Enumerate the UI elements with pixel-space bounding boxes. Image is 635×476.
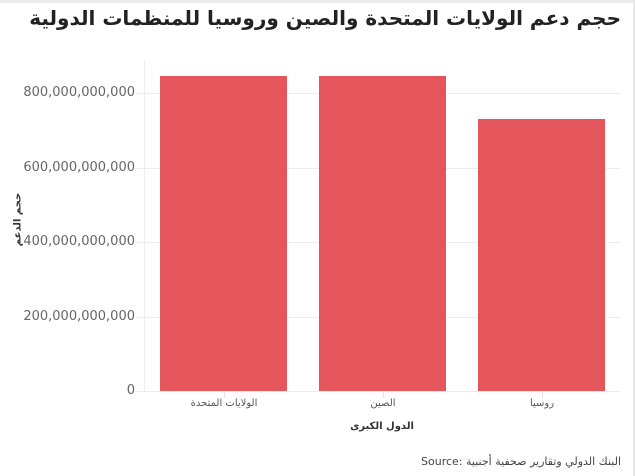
bar[interactable] bbox=[478, 119, 605, 391]
y-tick-label: 200,000,000,000 bbox=[23, 309, 135, 324]
x-axis-title: الدول الكبرى bbox=[350, 421, 414, 432]
bar[interactable] bbox=[319, 76, 446, 391]
y-tick-label: 0 bbox=[126, 383, 135, 398]
gridline bbox=[137, 391, 620, 392]
x-tick-mark bbox=[224, 392, 225, 398]
y-axis-title: حجم الدعم bbox=[12, 192, 24, 247]
source-note: Source: البنك الدولي وتقارير صحفية أجنبي… bbox=[421, 455, 621, 468]
top-border bbox=[0, 0, 635, 3]
chart-title: حجم دعم الولايات المتحدة والصين وروسيا ل… bbox=[29, 6, 621, 30]
y-tick-label: 400,000,000,000 bbox=[23, 234, 135, 249]
right-border bbox=[633, 0, 635, 476]
x-tick-label: الولايات المتحدة bbox=[190, 398, 258, 409]
x-tick-label: الصين bbox=[370, 398, 396, 409]
x-tick-mark bbox=[542, 392, 543, 398]
bar[interactable] bbox=[160, 76, 287, 391]
x-tick-label: روسيا bbox=[529, 398, 555, 409]
y-tick-label: 600,000,000,000 bbox=[23, 160, 135, 175]
y-axis-line bbox=[144, 60, 145, 392]
y-tick-label: 800,000,000,000 bbox=[23, 85, 135, 100]
x-tick-mark bbox=[383, 392, 384, 398]
